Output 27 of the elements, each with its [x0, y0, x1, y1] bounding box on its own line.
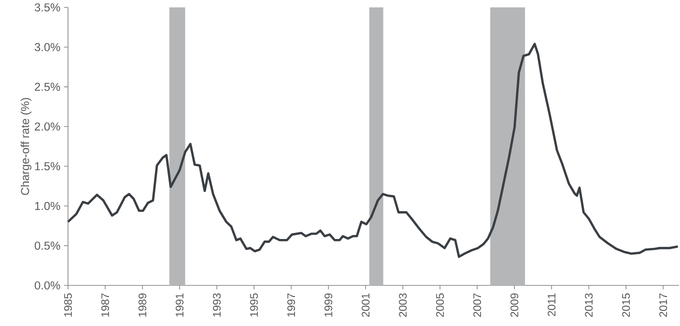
x-tick-label: 2003: [398, 293, 407, 317]
x-tick-label: 2001: [362, 293, 370, 317]
x-tick-label: 1995: [250, 293, 258, 316]
x-tick-label: 2009: [510, 293, 518, 317]
x-tick-label: 2017: [659, 293, 668, 317]
x-tick-label: 1999: [324, 293, 332, 316]
x-tick-label: 2013: [584, 293, 593, 317]
x-tick-label: 2011: [548, 293, 556, 316]
x-tick-label: 1987: [101, 293, 110, 316]
line-series: [66, 42, 680, 258]
x-tick-label: 1985: [64, 293, 72, 316]
y-tick-label: 0.5%: [34, 241, 60, 250]
x-tick-label: 1997: [287, 293, 296, 316]
y-tick-label: 2.0%: [34, 122, 60, 130]
y-tick-label: 1.0%: [35, 202, 60, 210]
y-tick-label: 0.0%: [34, 281, 60, 290]
y-tick-label: 3.0%: [34, 42, 60, 51]
x-tick-label: 2005: [436, 293, 444, 317]
y-axis-title: Charge-off rate (%): [20, 98, 32, 195]
x-tick-label: 1991: [176, 293, 184, 316]
x-tick-label: 1989: [138, 293, 146, 316]
x-tick-label: 1993: [212, 293, 221, 316]
y-tick-label: 1.5%: [35, 162, 60, 170]
y-tick-label: 3.5%: [34, 3, 60, 12]
x-tick-label: 2015: [622, 293, 630, 317]
y-tick-label: 2.5%: [34, 82, 60, 91]
x-tick-label: 2007: [473, 293, 482, 317]
